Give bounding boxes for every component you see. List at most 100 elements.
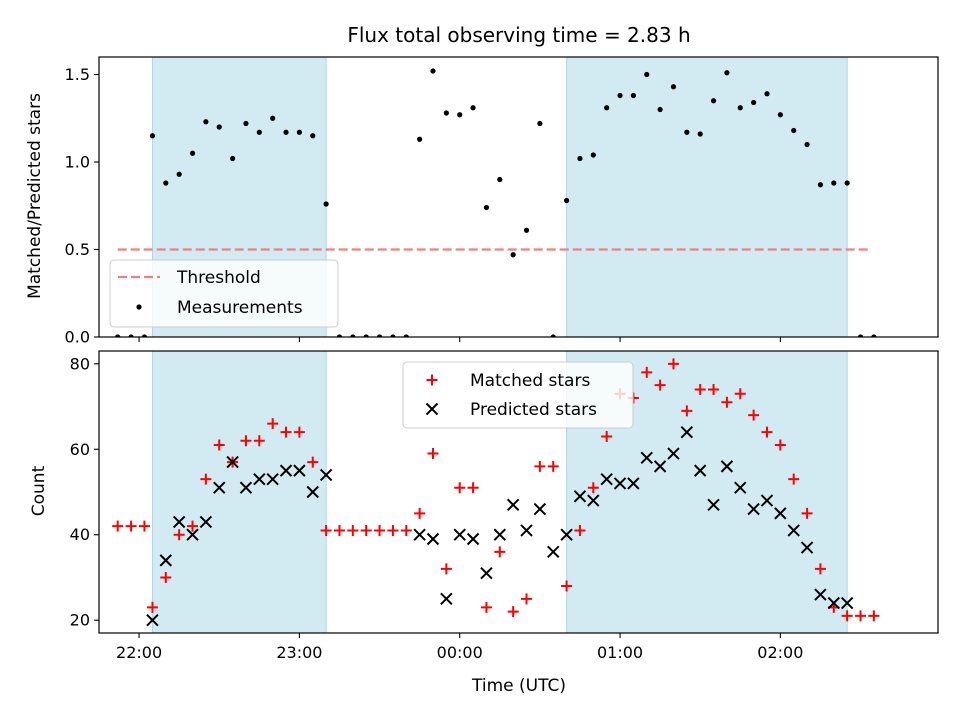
data-point	[857, 334, 864, 337]
shaded-region	[566, 57, 848, 337]
data-point	[279, 464, 293, 477]
data-point	[239, 481, 253, 494]
data-point	[710, 98, 717, 104]
data-point	[761, 426, 773, 438]
data-point	[213, 481, 226, 494]
data-point	[653, 460, 667, 473]
data-point	[480, 566, 493, 580]
data-point	[561, 580, 573, 592]
data-point	[307, 456, 319, 468]
data-point	[871, 334, 877, 337]
data-point	[413, 528, 426, 541]
data-point	[283, 129, 289, 135]
data-point	[734, 481, 747, 494]
data-point	[521, 593, 533, 605]
data-point	[243, 120, 249, 127]
data-point	[720, 460, 734, 473]
data-point	[617, 92, 623, 99]
data-point	[774, 439, 786, 451]
data-point	[590, 152, 596, 158]
data-point	[172, 515, 186, 529]
data-point	[724, 70, 730, 76]
data-point	[293, 464, 306, 477]
series-matched-stars	[112, 358, 880, 622]
data-point	[240, 435, 252, 447]
top-y-axis-label: Matched/Predicted stars	[25, 93, 45, 299]
data-point	[788, 473, 800, 485]
data-point	[737, 105, 743, 111]
data-point	[213, 439, 225, 451]
data-point	[804, 141, 810, 148]
data-point	[800, 541, 814, 554]
bottom-legend: Matched stars Predicted stars	[402, 361, 634, 429]
data-point	[827, 596, 841, 610]
data-point	[817, 182, 824, 188]
data-point	[534, 460, 546, 472]
data-point	[547, 545, 560, 559]
data-point	[426, 532, 440, 546]
data-point	[748, 409, 760, 421]
data-point	[537, 120, 543, 127]
data-point	[587, 494, 600, 507]
data-point	[840, 596, 854, 610]
data-point	[844, 180, 850, 186]
data-point	[466, 532, 480, 546]
data-point	[467, 482, 479, 494]
y-tick-label: 40	[70, 525, 90, 544]
legend-matched-label: Matched stars	[470, 371, 590, 391]
data-point	[627, 477, 640, 490]
shaded-region	[151, 351, 327, 633]
data-point	[186, 528, 199, 541]
data-point	[390, 334, 396, 337]
data-point	[600, 472, 613, 486]
data-point	[115, 334, 121, 337]
data-point	[680, 425, 694, 439]
data-point	[199, 515, 213, 529]
legend-measurements-label: Measurements	[177, 298, 303, 318]
data-point	[483, 204, 490, 211]
data-point	[613, 477, 627, 490]
axes-frame	[98, 56, 939, 338]
data-point	[801, 507, 813, 519]
data-point	[226, 455, 239, 469]
y-tick-label: 1.5	[65, 65, 90, 84]
data-point	[146, 601, 158, 613]
data-point	[640, 451, 653, 465]
data-point	[457, 112, 463, 118]
data-point	[333, 524, 345, 536]
data-point	[146, 613, 159, 627]
data-point	[693, 464, 707, 477]
data-point	[159, 554, 173, 567]
data-point	[253, 472, 266, 486]
data-point	[506, 498, 520, 512]
data-point	[563, 197, 570, 204]
data-point	[267, 418, 279, 430]
x-tick-label: 22:00	[116, 643, 162, 662]
data-point	[306, 485, 319, 499]
data-point	[494, 546, 506, 558]
data-point	[777, 112, 783, 118]
data-point	[296, 129, 302, 135]
data-point	[684, 129, 690, 135]
series-predicted-stars	[146, 425, 854, 627]
data-point	[814, 588, 827, 601]
data-point	[734, 388, 746, 400]
data-point	[200, 473, 212, 485]
data-point	[160, 571, 172, 583]
data-point	[764, 91, 770, 97]
x-axis-label: Time (UTC)	[471, 676, 566, 696]
data-point	[453, 528, 466, 541]
data-point	[187, 520, 199, 532]
data-point	[414, 507, 426, 519]
data-point	[360, 524, 372, 536]
data-point	[323, 201, 329, 207]
data-point	[440, 563, 452, 575]
data-point	[747, 502, 760, 516]
data-point	[697, 131, 703, 137]
data-point	[694, 383, 706, 395]
data-point	[112, 520, 124, 532]
data-point	[256, 129, 262, 135]
data-point	[454, 482, 466, 494]
plot-area	[115, 57, 877, 337]
